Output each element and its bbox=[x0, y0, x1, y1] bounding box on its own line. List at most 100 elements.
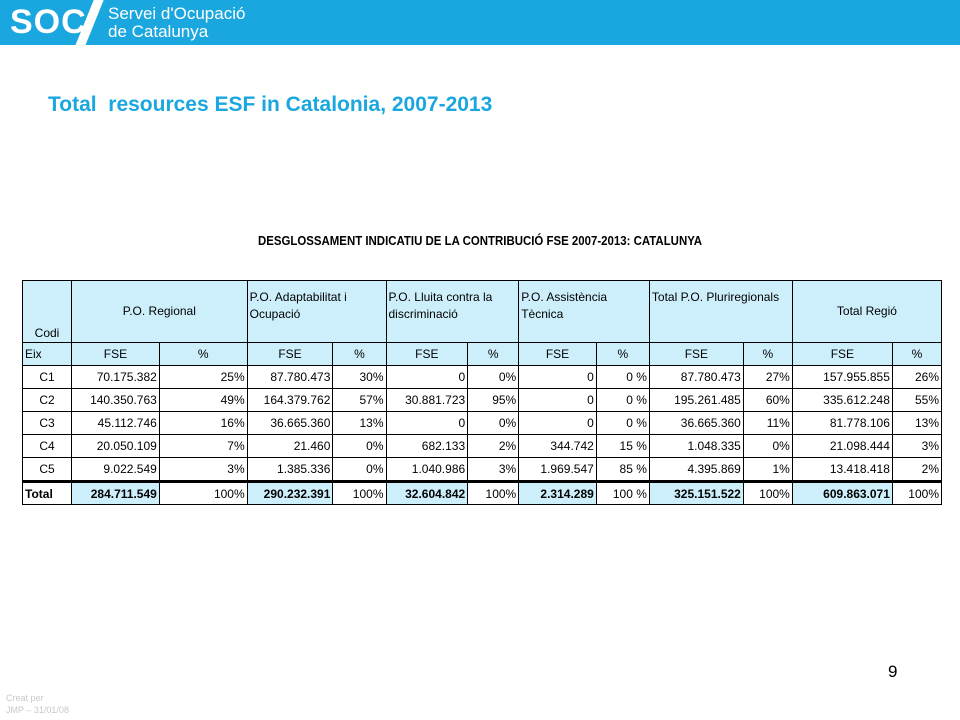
table-row: C1 70.175.382 25% 87.780.473 30% 0 0% 0 … bbox=[22, 365, 943, 389]
pct-cell: 27% bbox=[742, 365, 793, 389]
fse-cell: 81.778.106 bbox=[791, 411, 893, 435]
total-pct-cell: 100% bbox=[891, 480, 943, 505]
total-pct-cell: 100% bbox=[158, 480, 248, 505]
fse-cell: 70.175.382 bbox=[71, 365, 160, 389]
fse-cell: 0 bbox=[385, 411, 469, 435]
pct-cell: 3% bbox=[158, 457, 248, 482]
pct-cell: 0% bbox=[742, 434, 793, 458]
fse-header: FSE bbox=[246, 342, 334, 366]
footer-credit: Creat per JMP – 31/01/08 bbox=[6, 692, 69, 716]
fse-cell: 157.955.855 bbox=[791, 365, 893, 389]
esf-table: Codi P.O. Regional P.O. Adaptabilitat i … bbox=[22, 280, 943, 505]
pct-cell: 0 % bbox=[595, 388, 650, 412]
eix-cell: C5 bbox=[22, 457, 72, 482]
pct-cell: 0% bbox=[332, 434, 387, 458]
fse-cell: 140.350.763 bbox=[71, 388, 160, 412]
header-bar: SOC Servei d'Ocupació de Catalunya bbox=[0, 0, 960, 50]
slide-title: Total resources ESF in Catalonia, 2007-2… bbox=[48, 93, 493, 116]
fse-cell: 36.665.360 bbox=[648, 411, 744, 435]
group-header: P.O. Adaptabilitat i Ocupació bbox=[246, 280, 387, 343]
total-row: Total 284.711.549 100% 290.232.391 100% … bbox=[22, 480, 943, 505]
brand-name: Servei d'Ocupació de Catalunya bbox=[108, 5, 245, 41]
pct-cell: 25% bbox=[158, 365, 248, 389]
fse-cell: 20.050.109 bbox=[71, 434, 160, 458]
pct-cell: 0 % bbox=[595, 365, 650, 389]
group-header: Total P.O. Pluriregionals bbox=[648, 280, 793, 343]
codi-header: Codi bbox=[22, 280, 72, 343]
pct-header: % bbox=[742, 342, 793, 366]
pct-cell: 55% bbox=[891, 388, 943, 412]
pct-cell: 57% bbox=[332, 388, 387, 412]
pct-cell: 85 % bbox=[595, 457, 650, 482]
fse-cell: 1.040.986 bbox=[385, 457, 469, 482]
total-fse-cell: 609.863.071 bbox=[791, 480, 893, 505]
eix-cell: C4 bbox=[22, 434, 72, 458]
fse-cell: 4.395.869 bbox=[648, 457, 744, 482]
pct-cell: 3% bbox=[467, 457, 520, 482]
pct-header: % bbox=[332, 342, 387, 366]
group-header: Total Regió bbox=[791, 280, 943, 343]
total-pct-cell: 100% bbox=[742, 480, 793, 505]
sub-header-row: Eix FSE % FSE % FSE % FSE % FSE % FSE % bbox=[22, 342, 943, 366]
page-number: 9 bbox=[888, 662, 898, 681]
table-row: C3 45.112.746 16% 36.665.360 13% 0 0% 0 … bbox=[22, 411, 943, 435]
fse-cell: 36.665.360 bbox=[246, 411, 334, 435]
pct-cell: 13% bbox=[332, 411, 387, 435]
table-row: C2 140.350.763 49% 164.379.762 57% 30.88… bbox=[22, 388, 943, 412]
eix-header: Eix bbox=[22, 342, 72, 366]
pct-cell: 2% bbox=[891, 457, 943, 482]
total-fse-cell: 290.232.391 bbox=[246, 480, 334, 505]
fse-cell: 9.022.549 bbox=[71, 457, 160, 482]
fse-header: FSE bbox=[791, 342, 893, 366]
fse-cell: 682.133 bbox=[385, 434, 469, 458]
table-row: C5 9.022.549 3% 1.385.336 0% 1.040.986 3… bbox=[22, 457, 943, 482]
total-fse-cell: 284.711.549 bbox=[71, 480, 160, 505]
eix-cell: C2 bbox=[22, 388, 72, 412]
fse-cell: 1.048.335 bbox=[648, 434, 744, 458]
fse-cell: 164.379.762 bbox=[246, 388, 334, 412]
fse-cell: 0 bbox=[518, 365, 597, 389]
pct-header: % bbox=[467, 342, 520, 366]
fse-cell: 0 bbox=[518, 411, 597, 435]
pct-cell: 1% bbox=[742, 457, 793, 482]
pct-cell: 0 % bbox=[595, 411, 650, 435]
total-fse-cell: 2.314.289 bbox=[518, 480, 597, 505]
pct-cell: 95% bbox=[467, 388, 520, 412]
pct-cell: 13% bbox=[891, 411, 943, 435]
total-fse-cell: 32.604.842 bbox=[385, 480, 469, 505]
total-pct-cell: 100% bbox=[467, 480, 520, 505]
footer-line-1: Creat per bbox=[6, 693, 44, 703]
pct-cell: 2% bbox=[467, 434, 520, 458]
fse-cell: 1.969.547 bbox=[518, 457, 597, 482]
fse-cell: 87.780.473 bbox=[648, 365, 744, 389]
group-header: P.O. Lluita contra la discriminació bbox=[385, 280, 520, 343]
pct-cell: 15 % bbox=[595, 434, 650, 458]
fse-cell: 195.261.485 bbox=[648, 388, 744, 412]
fse-cell: 0 bbox=[518, 388, 597, 412]
fse-cell: 335.612.248 bbox=[791, 388, 893, 412]
fse-header: FSE bbox=[518, 342, 597, 366]
fse-cell: 344.742 bbox=[518, 434, 597, 458]
pct-header: % bbox=[595, 342, 650, 366]
pct-cell: 16% bbox=[158, 411, 248, 435]
pct-cell: 7% bbox=[158, 434, 248, 458]
total-pct-cell: 100 % bbox=[595, 480, 650, 505]
fse-header: FSE bbox=[71, 342, 160, 366]
fse-cell: 45.112.746 bbox=[71, 411, 160, 435]
group-header-row: Codi P.O. Regional P.O. Adaptabilitat i … bbox=[22, 280, 943, 343]
fse-cell: 30.881.723 bbox=[385, 388, 469, 412]
pct-cell: 0% bbox=[467, 365, 520, 389]
pct-cell: 3% bbox=[891, 434, 943, 458]
total-pct-cell: 100% bbox=[332, 480, 387, 505]
eix-cell: C1 bbox=[22, 365, 72, 389]
group-header: P.O. Regional bbox=[71, 280, 248, 343]
fse-cell: 1.385.336 bbox=[246, 457, 334, 482]
brand-line-2: de Catalunya bbox=[108, 22, 209, 41]
brand-line-1: Servei d'Ocupació bbox=[108, 4, 246, 23]
group-header: P.O. Assistència Tècnica bbox=[518, 280, 650, 343]
pct-cell: 0% bbox=[332, 457, 387, 482]
fse-header: FSE bbox=[385, 342, 469, 366]
pct-cell: 60% bbox=[742, 388, 793, 412]
pct-cell: 49% bbox=[158, 388, 248, 412]
fse-cell: 0 bbox=[385, 365, 469, 389]
